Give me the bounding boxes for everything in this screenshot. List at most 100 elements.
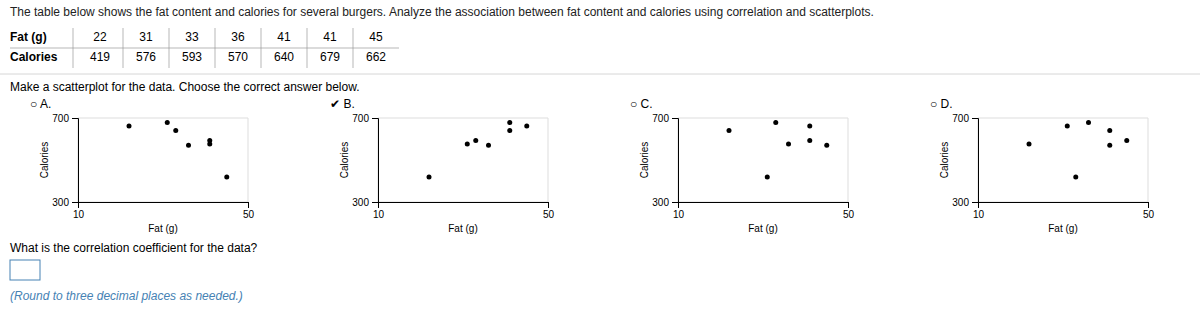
- grid-line: [378, 118, 548, 119]
- tick-mark: [972, 118, 978, 119]
- answer-box[interactable]: [10, 260, 40, 280]
- x-axis-title: Fat (g): [148, 223, 177, 234]
- tick: 10: [73, 202, 85, 220]
- x-axis-title: Fat (g): [448, 223, 477, 234]
- x-axis: 10 50: [673, 202, 855, 220]
- point: [807, 138, 812, 143]
- tick-mark: [672, 202, 678, 203]
- tick-label: 700: [352, 113, 369, 124]
- tick-label: 700: [652, 113, 669, 124]
- tick-mark: [672, 118, 678, 119]
- y-axis-title: Calories: [639, 142, 650, 179]
- chart-title[interactable]: ○ A.: [30, 97, 51, 111]
- tick-mark: [248, 202, 249, 208]
- table-cell: 419: [90, 50, 110, 64]
- table-cell: 36: [231, 30, 245, 44]
- grid-line: [248, 118, 249, 202]
- x-axis: 1050: [373, 202, 555, 220]
- grid-line: [78, 118, 248, 119]
- table-cell: 41: [277, 30, 291, 44]
- grid-line: [678, 118, 848, 119]
- tick: 50: [843, 202, 855, 220]
- tick-mark: [72, 118, 78, 119]
- scatter-chart: ✔ B. 1050300 700 Fat (g) Calories: [330, 97, 554, 234]
- scatter-chart: ○ D.1050300700Fat (g)Calories: [930, 97, 1154, 234]
- table-divider: [10, 48, 399, 49]
- note: (Round to three decimal places as needed…: [10, 289, 243, 303]
- page-title: The table below shows the fat content an…: [10, 5, 874, 19]
- axis-line: [72, 119, 79, 203]
- table-cell: 570: [228, 50, 248, 64]
- tick: 10: [373, 202, 385, 220]
- table-cell: 576: [136, 50, 156, 64]
- axis-line: [979, 203, 1149, 209]
- tick-mark: [1148, 202, 1149, 208]
- axis-line: [672, 119, 679, 203]
- point: [486, 143, 491, 148]
- point: [207, 142, 212, 147]
- point: [1107, 143, 1112, 148]
- table-cell: 22: [93, 30, 107, 44]
- point: [507, 128, 512, 133]
- point: [173, 128, 178, 133]
- axis-line: [379, 203, 549, 209]
- table-row-label: Fat (g): [10, 30, 47, 44]
- y-axis: 300 700: [952, 113, 978, 208]
- points: [127, 120, 230, 180]
- table-cell: 41: [323, 30, 337, 44]
- question: What is the correlation coefficient for …: [10, 241, 258, 255]
- table-cell: 33: [185, 30, 199, 44]
- point: [1027, 142, 1032, 147]
- chart-title[interactable]: ✔ B.: [330, 97, 355, 111]
- y-axis: 300700: [52, 113, 78, 208]
- point: [224, 175, 229, 180]
- axis-line: [679, 203, 849, 209]
- table-cell: 640: [274, 50, 294, 64]
- table-cell: 679: [320, 50, 340, 64]
- y-axis-title: Calories: [39, 142, 50, 179]
- table-cell: 593: [182, 50, 202, 64]
- tick-label: 700: [52, 113, 69, 124]
- point: [1124, 138, 1129, 143]
- tick-label: 50: [843, 209, 855, 220]
- y-axis-title: Calories: [939, 142, 950, 179]
- points: [427, 120, 530, 180]
- grid-line: [978, 118, 1148, 119]
- tick-mark: [372, 118, 378, 119]
- point: [807, 123, 812, 128]
- point: [824, 143, 829, 148]
- table-cell: 662: [366, 50, 386, 64]
- y-axis-title: Calories: [339, 142, 350, 179]
- scatter-chart: ○ A. 10 50 300700 Fat (g) Calories: [30, 97, 254, 234]
- point: [1065, 123, 1070, 128]
- point: [786, 142, 791, 147]
- tick-mark: [548, 202, 549, 208]
- tick: 700: [352, 113, 378, 124]
- x-axis-title: Fat (g): [1048, 223, 1077, 234]
- grid: [978, 118, 1148, 202]
- tick-label: 700: [952, 113, 969, 124]
- tick: 50: [243, 202, 255, 220]
- x-axis: 10 50: [73, 202, 255, 220]
- point: [765, 175, 770, 180]
- tick-mark: [848, 202, 849, 208]
- point: [427, 175, 432, 180]
- tick-label: 50: [1143, 209, 1155, 220]
- tick-label: 10: [73, 209, 85, 220]
- tick: 700: [52, 113, 78, 124]
- chart-title[interactable]: ○ D.: [930, 97, 953, 111]
- separator: [0, 74, 1200, 75]
- chart-title[interactable]: ○ C.: [630, 97, 653, 111]
- tick: 700: [652, 113, 678, 124]
- tick: 10: [673, 202, 685, 220]
- points: [727, 120, 830, 180]
- tick-label: 300: [952, 197, 969, 208]
- tick: 300: [352, 197, 378, 208]
- tick: 300: [652, 197, 678, 208]
- tick: 700: [952, 113, 978, 124]
- point: [1073, 175, 1078, 180]
- point: [186, 143, 191, 148]
- x-axis-title: Fat (g): [748, 223, 777, 234]
- tick-label: 10: [373, 209, 385, 220]
- grid: [78, 118, 248, 202]
